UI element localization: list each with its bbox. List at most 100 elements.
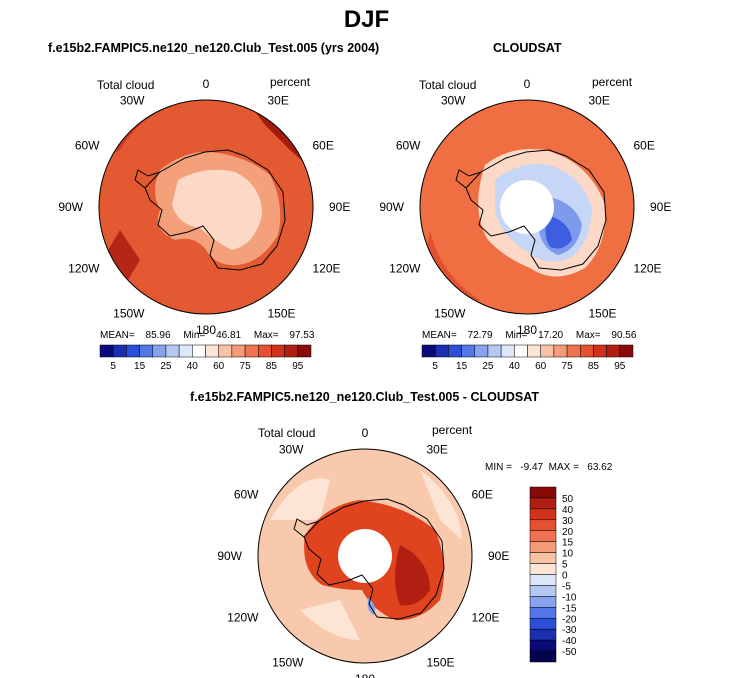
panel-3-map — [258, 449, 472, 663]
mean-value: 72.79 — [467, 330, 493, 341]
panel-3-lon-label: 90E — [488, 549, 509, 563]
colorbar-1-swatch — [112, 344, 127, 358]
panel-2-lon-label: 120W — [389, 262, 421, 276]
colorbar-1-tick-label: 5 — [110, 361, 116, 372]
panel-2-lon-label: 30W — [441, 94, 466, 108]
panel-1-title: f.e15b2.FAMPIC5.ne120_ne120.Club_Test.00… — [48, 41, 380, 55]
colorbar-1-tick-label: 15 — [134, 361, 146, 372]
colorbar-2-tick-label: 95 — [614, 361, 626, 372]
colorbar-3-tick-label: -30 — [562, 625, 577, 636]
colorbar-2-swatch — [593, 344, 607, 358]
panel-3-lon-label: 30E — [427, 443, 448, 457]
colorbar-1-swatch — [139, 344, 153, 358]
min-label: Min= — [505, 330, 528, 341]
panel-3-lon-label: 150W — [272, 656, 304, 670]
colorbar-1-tick-label: 85 — [266, 361, 278, 372]
colorbar-2-tick-label: 40 — [509, 361, 521, 372]
coastline — [465, 149, 607, 271]
colorbar-2-swatch — [487, 344, 502, 358]
panel-2-map-border — [419, 99, 635, 315]
colorbar-1-swatch — [297, 344, 312, 358]
colorbar-2-tick-label: 25 — [482, 361, 494, 372]
colorbar-1-swatch — [126, 344, 140, 358]
colorbar-2-swatch — [448, 344, 462, 358]
colorbar-1-swatch — [99, 344, 114, 358]
panel-1-lon-label: 90W — [58, 200, 83, 214]
panel-2-units-label: percent — [592, 75, 633, 89]
colorbar-2-swatch — [553, 344, 568, 358]
panel-1-lon-label: 150W — [113, 307, 145, 321]
colorbar-2-swatch — [461, 344, 475, 358]
max-label: Max= — [253, 330, 279, 341]
panel-3-lon-label: 30W — [279, 443, 304, 457]
panel-1-map-border — [98, 99, 314, 315]
colorbar-3-swatch — [529, 508, 557, 521]
colorbar-3-tick-label: -40 — [562, 636, 577, 647]
panel-2-lon-label: 120E — [634, 262, 662, 276]
panel-3-variable-label: Total cloud — [258, 426, 316, 440]
panel-2-stats: MEAN= 72.79 Min= 17.20 Max= 90.56 — [422, 330, 636, 341]
panel-3-title: f.e15b2.FAMPIC5.ne120_ne120.Club_Test.00… — [190, 390, 539, 404]
polar-gap — [338, 529, 392, 583]
mean-label: MEAN= — [100, 330, 135, 341]
panel-2-map — [420, 100, 634, 314]
panel-3-stats: MIN = -9.47 MAX = 63.62 — [485, 462, 613, 473]
colorbar-3-tick-label: 50 — [562, 494, 574, 505]
colorbar-1-swatch — [178, 344, 193, 358]
panel-3-lon-label: 60W — [234, 488, 259, 502]
mean-label: MEAN= — [422, 330, 457, 341]
panel-1-lon-label: 150E — [268, 307, 296, 321]
panel-3-lon-label: 90W — [217, 549, 242, 563]
colorbar-2-tick-label: 60 — [535, 361, 547, 372]
peninsula — [134, 169, 161, 189]
colorbar-3-swatch — [529, 628, 557, 641]
interior-deep-blue — [545, 215, 572, 249]
colorbar-2-tick-label: 85 — [588, 361, 600, 372]
panel-1-lon-label: 30W — [120, 94, 145, 108]
land-strong-positive — [395, 545, 430, 606]
panel-1-lon-label: 120W — [68, 262, 100, 276]
max-value: 90.56 — [611, 330, 637, 341]
colorbar-2-swatch — [434, 344, 449, 358]
colorbar-1-swatch — [231, 344, 246, 358]
colorbar-2-swatch — [500, 344, 515, 358]
panel-1-variable-label: Total cloud — [97, 78, 155, 92]
colorbar-3-tick-label: 15 — [562, 538, 574, 549]
panel-2-lon-label: 150E — [589, 307, 617, 321]
figure-title: DJF — [343, 6, 390, 33]
colorbar-2-swatch — [540, 344, 555, 358]
panel-3-lon-label: 120W — [227, 611, 259, 625]
min-value: 17.20 — [538, 330, 564, 341]
colorbar-1-swatch — [258, 344, 272, 358]
colorbar-3-swatch — [529, 639, 557, 652]
min-label: Min= — [183, 330, 206, 341]
panel-2-lon-label: 90W — [379, 200, 404, 214]
colorbar-1-swatch — [192, 344, 206, 358]
panel-2-lon-label: 180 — [517, 323, 537, 337]
colorbar-1-swatch — [218, 344, 233, 358]
coastline — [144, 149, 286, 271]
colorbar-3-swatch — [529, 607, 557, 619]
colorbar-2-tick-label: 5 — [432, 361, 438, 372]
colorbar-3-tick-label: -10 — [562, 592, 577, 603]
max-value: 97.53 — [289, 330, 315, 341]
colorbar-2-swatch — [566, 344, 581, 358]
colorbar-3-tick-label: 10 — [562, 549, 574, 560]
high-cloud-sw — [108, 230, 140, 285]
max-label: Max= — [575, 330, 601, 341]
polar-gap — [500, 180, 554, 234]
colorbar-3-swatch — [529, 585, 557, 597]
panel-3-lon-label: 150E — [427, 656, 455, 670]
coastline — [303, 498, 445, 620]
colorbar-3-swatch — [529, 497, 557, 510]
colorbar-3-tick-label: -50 — [562, 647, 577, 658]
panel-1-lon-label: 180 — [196, 323, 216, 337]
mean-value: 85.96 — [145, 330, 171, 341]
panel-2-lon-label: 30E — [589, 94, 610, 108]
colorbar-1-swatch — [152, 344, 167, 358]
colorbar-2-swatch — [474, 344, 489, 358]
colorbar-3-swatch — [529, 650, 557, 663]
colorbar-1-swatch — [284, 344, 299, 358]
panel-3-lon-label: 60E — [472, 488, 493, 502]
